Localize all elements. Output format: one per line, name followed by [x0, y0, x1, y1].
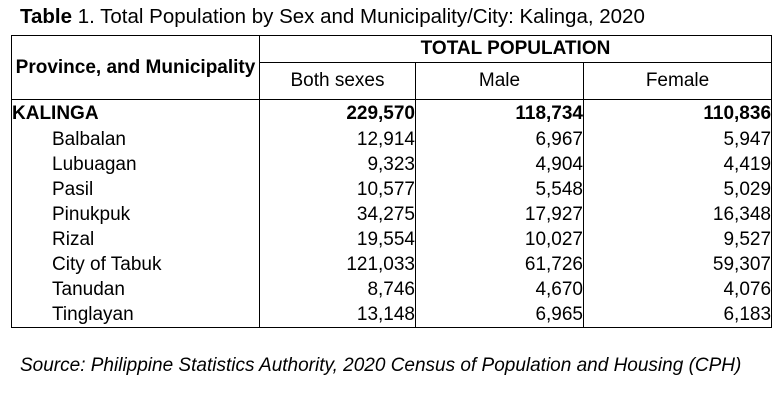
column-header-municipality: Province, and Municipality	[11, 35, 260, 100]
column-header-female: Female	[582, 62, 773, 100]
row-name-cell: Rizal	[11, 227, 260, 252]
table-row: Balbalan 12,914 6,967 5,947	[11, 127, 773, 152]
male-cell: 118,734	[415, 99, 584, 127]
both-sexes-cell: 19,554	[259, 227, 416, 252]
both-sexes-cell: 13,148	[259, 302, 416, 328]
table-row: Tanudan 8,746 4,670 4,076	[11, 277, 773, 302]
both-sexes-cell: 229,570	[259, 99, 416, 127]
female-cell: 110,836	[582, 99, 773, 127]
both-sexes-cell: 121,033	[259, 252, 416, 277]
male-cell: 4,904	[415, 152, 584, 177]
row-name-cell: Lubuagan	[11, 152, 260, 177]
male-cell: 6,967	[415, 127, 584, 152]
table-caption-label: Table	[20, 5, 73, 28]
male-cell: 6,965	[415, 302, 584, 328]
column-header-both-sexes: Both sexes	[259, 62, 416, 100]
table-row: Rizal 19,554 10,027 9,527	[11, 227, 773, 252]
table-row-total: KALINGA 229,570 118,734 110,836	[11, 99, 773, 127]
row-name-cell: City of Tabuk	[11, 252, 260, 277]
table-row: Pinukpuk 34,275 17,927 16,348	[11, 202, 773, 227]
both-sexes-cell: 34,275	[259, 202, 416, 227]
male-cell: 5,548	[415, 177, 584, 202]
both-sexes-cell: 9,323	[259, 152, 416, 177]
row-name-cell: KALINGA	[11, 99, 260, 127]
female-cell: 5,029	[582, 177, 773, 202]
row-name-cell: Tanudan	[11, 277, 260, 302]
table-row: Tinglayan 13,148 6,965 6,183	[11, 302, 773, 328]
male-cell: 61,726	[415, 252, 584, 277]
table-row: City of Tabuk 121,033 61,726 59,307	[11, 252, 773, 277]
both-sexes-cell: 8,746	[259, 277, 416, 302]
both-sexes-cell: 10,577	[259, 177, 416, 202]
female-cell: 59,307	[582, 252, 773, 277]
female-cell: 6,183	[582, 302, 773, 328]
row-name-cell: Pasil	[11, 177, 260, 202]
male-cell: 17,927	[415, 202, 584, 227]
female-cell: 16,348	[582, 202, 773, 227]
population-table: Province, and Municipality TOTAL POPULAT…	[11, 35, 773, 328]
female-cell: 9,527	[582, 227, 773, 252]
female-cell: 4,076	[582, 277, 773, 302]
table-caption: Table 1. Total Population by Sex and Mun…	[20, 5, 645, 29]
female-cell: 5,947	[582, 127, 773, 152]
table-row: Lubuagan 9,323 4,904 4,419	[11, 152, 773, 177]
female-cell: 4,419	[582, 152, 773, 177]
row-name-cell: Pinukpuk	[11, 202, 260, 227]
both-sexes-cell: 12,914	[259, 127, 416, 152]
column-group-header-total-population: TOTAL POPULATION	[258, 35, 773, 63]
row-name-cell: Tinglayan	[11, 302, 260, 328]
table-row: Pasil 10,577 5,548 5,029	[11, 177, 773, 202]
table-caption-text: 1. Total Population by Sex and Municipal…	[72, 5, 645, 28]
row-name-cell: Balbalan	[11, 127, 260, 152]
source-note: Source: Philippine Statistics Authority,…	[20, 355, 742, 376]
male-cell: 10,027	[415, 227, 584, 252]
column-header-male: Male	[415, 62, 584, 100]
male-cell: 4,670	[415, 277, 584, 302]
